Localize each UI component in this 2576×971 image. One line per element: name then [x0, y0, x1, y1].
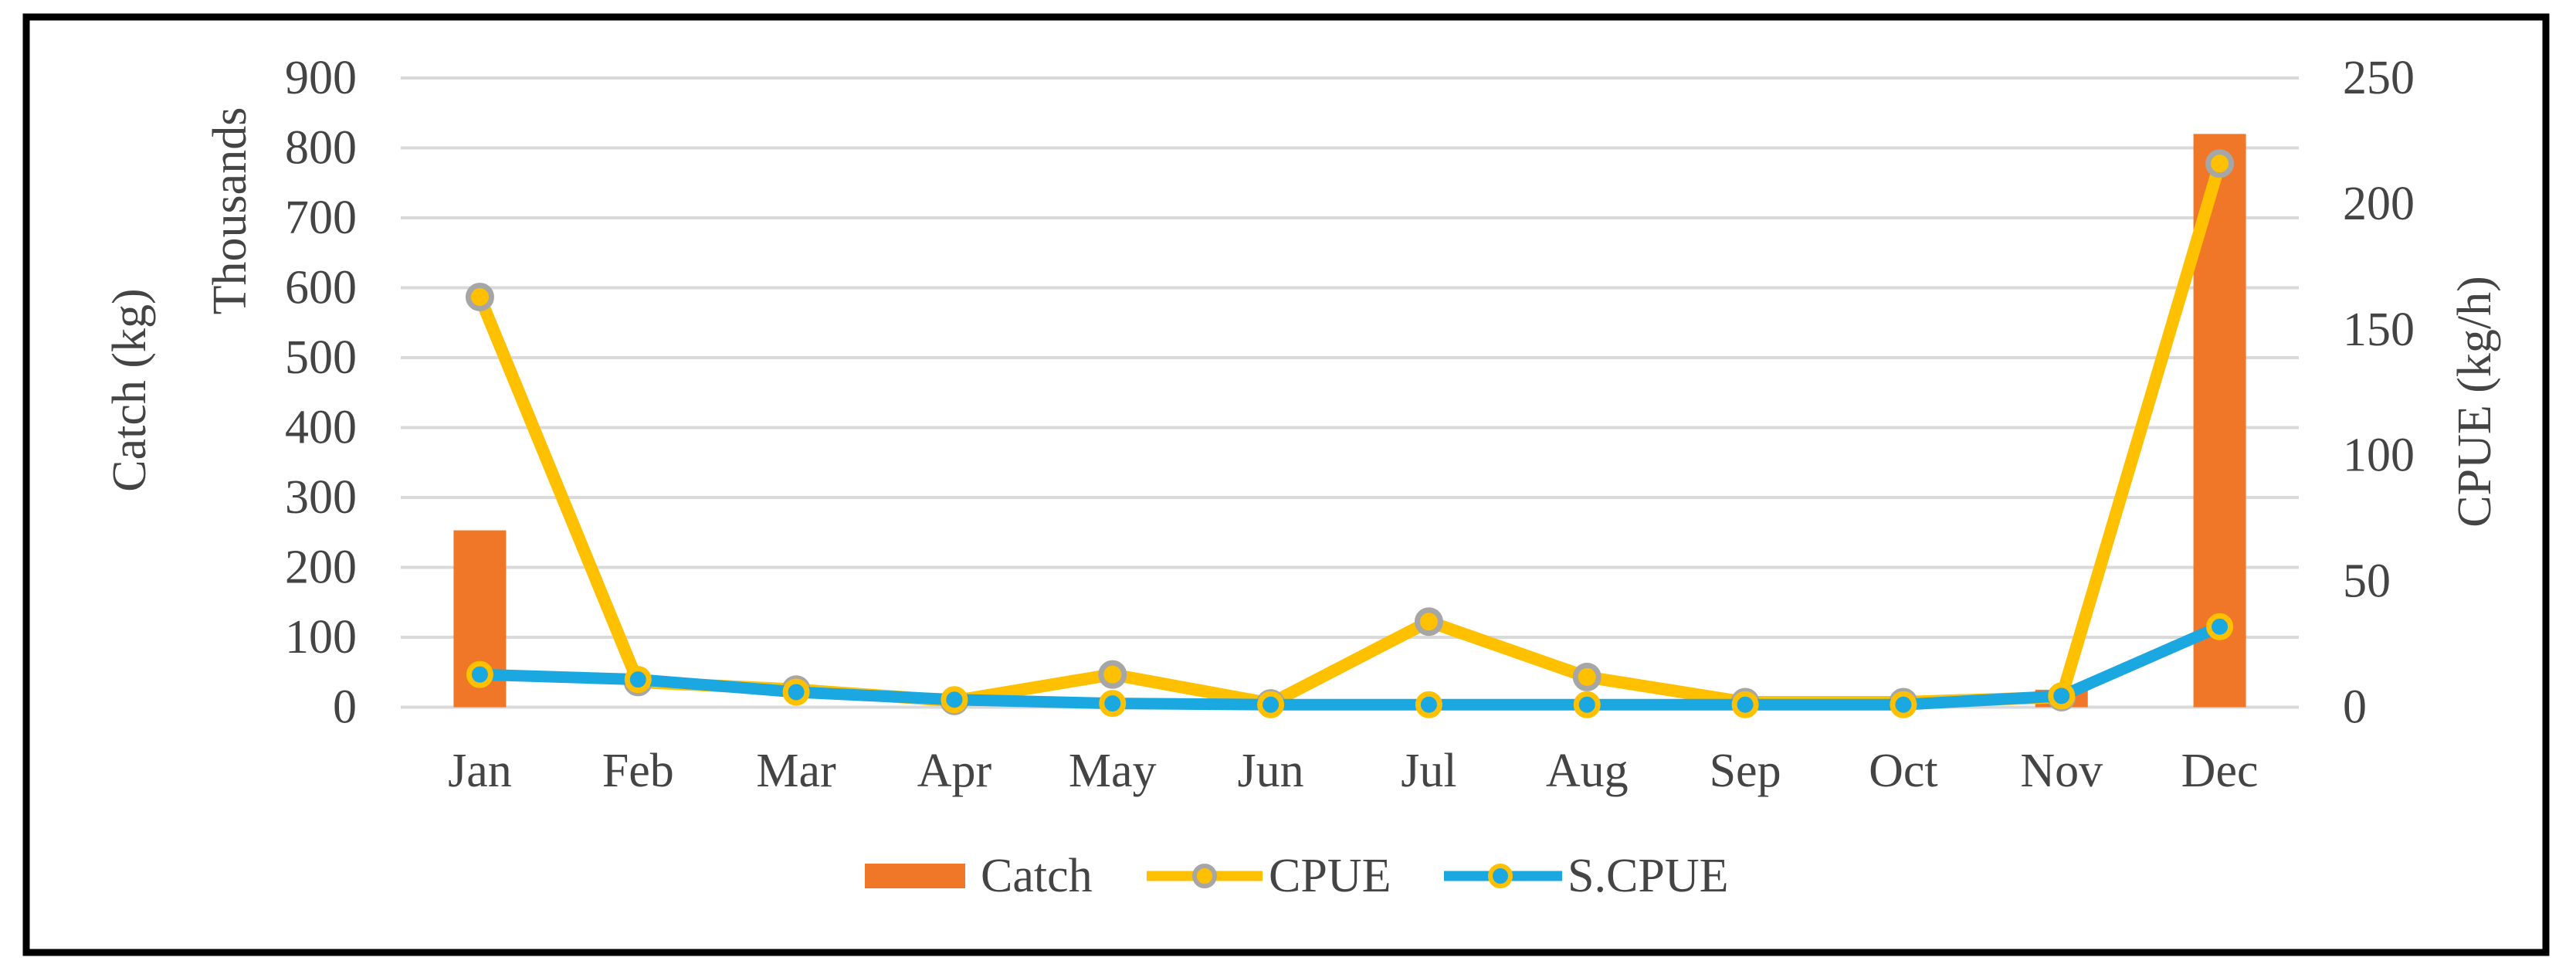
- x-label-Nov: Nov: [2020, 745, 2103, 797]
- gridlines: [401, 76, 2299, 709]
- right-tick-0: 0: [2343, 681, 2367, 734]
- x-label-Mar: Mar: [756, 745, 836, 797]
- right-axis-title: CPUE (kg/h): [2449, 276, 2501, 528]
- right-tick-250: 250: [2343, 52, 2415, 104]
- scpue-point-May: [1099, 690, 1127, 718]
- x-label-Sep: Sep: [1710, 745, 1781, 797]
- x-label-Jan: Jan: [448, 745, 512, 797]
- x-label-Jun: Jun: [1238, 745, 1304, 797]
- legend-catch-label: Catch: [981, 850, 1093, 902]
- right-tick-50: 50: [2343, 555, 2391, 608]
- x-label-Aug: Aug: [1546, 745, 1629, 797]
- legend-cpue-label: CPUE: [1269, 850, 1391, 902]
- left-tick-700: 700: [285, 192, 357, 244]
- x-label-Oct: Oct: [1869, 745, 1938, 797]
- x-axis-labels: Jan Feb Mar Apr May Jun Jul Aug Sep Oct Nov Dec: [448, 745, 2258, 797]
- legend-scpue-marker: [1488, 864, 1513, 888]
- cpue-point-Aug: [1572, 662, 1602, 691]
- cpue-point-Jul: [1414, 607, 1443, 637]
- scpue-point-Sep: [1731, 691, 1759, 718]
- legend-cpue-marker: [1192, 864, 1217, 888]
- left-tick-500: 500: [285, 331, 357, 384]
- left-axis-ticks: 900 800 700 600 500 400 300 200 100 0: [285, 52, 357, 734]
- cpue-point-Dec: [2205, 149, 2235, 178]
- left-axis-units-label: Thousands: [204, 107, 256, 315]
- figure-border: [22, 13, 2550, 956]
- x-label-May: May: [1069, 745, 1157, 797]
- right-tick-150: 150: [2343, 304, 2415, 356]
- left-tick-400: 400: [285, 402, 357, 454]
- scpue-point-Aug: [1573, 691, 1601, 718]
- scpue-point-Jul: [1415, 691, 1442, 718]
- right-tick-100: 100: [2343, 429, 2415, 482]
- scpue-point-Nov: [2048, 682, 2076, 710]
- scpue-point-Oct: [1890, 691, 1917, 718]
- left-tick-800: 800: [285, 122, 357, 175]
- x-label-Feb: Feb: [602, 745, 674, 797]
- left-tick-900: 900: [285, 52, 357, 104]
- cpue-point-May: [1098, 660, 1127, 689]
- scpue-series: [466, 613, 2234, 718]
- left-tick-300: 300: [285, 471, 357, 524]
- x-label-Apr: Apr: [917, 745, 992, 797]
- x-label-Dec: Dec: [2181, 745, 2259, 797]
- right-tick-200: 200: [2343, 178, 2415, 230]
- scpue-point-Apr: [941, 686, 968, 714]
- catch-bars: [453, 134, 2246, 708]
- scpue-point-Jan: [466, 660, 493, 688]
- left-tick-100: 100: [285, 611, 357, 664]
- scpue-point-Jun: [1257, 691, 1285, 718]
- cpue-point-Jan: [465, 282, 494, 311]
- legend-scpue-label: S.CPUE: [1568, 850, 1728, 902]
- left-tick-0: 0: [333, 681, 357, 734]
- scpue-point-Dec: [2206, 613, 2234, 640]
- scpue-point-Feb: [624, 666, 652, 694]
- legend: Catch CPUE S.CPUE: [865, 850, 1728, 902]
- left-tick-200: 200: [285, 542, 357, 594]
- cpue-series: [465, 149, 2235, 718]
- legend-catch-swatch: [865, 864, 965, 888]
- right-axis-ticks: 250 200 150 100 50 0: [2343, 52, 2415, 734]
- scpue-point-Mar: [782, 678, 810, 706]
- x-label-Jul: Jul: [1401, 745, 1456, 797]
- scpue-line: [473, 620, 2226, 711]
- cpue-line: [473, 157, 2226, 710]
- left-tick-600: 600: [285, 262, 357, 314]
- left-axis-title: Catch (kg): [103, 288, 156, 491]
